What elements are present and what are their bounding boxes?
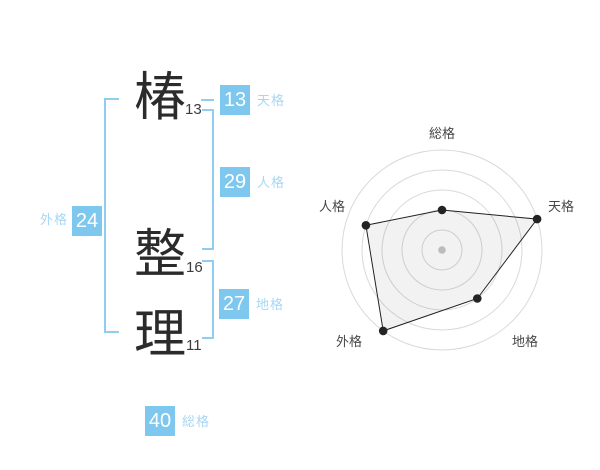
tenkaku-value-box: 13 [220,85,250,115]
gaikaku-label: 外格 [40,212,69,227]
soukaku-label: 総格 [182,414,211,429]
radar-point [361,221,371,230]
radar-axis-label: 人格 [319,199,345,214]
chikaku-label: 地格 [256,297,285,312]
radar-axis-label: 地格 [512,334,538,349]
gaikaku-value-box: 24 [72,206,102,236]
radar-point [473,294,482,303]
radar-ring [341,149,543,351]
radar-point [437,205,447,215]
kanji-character-3: 理 [134,306,187,364]
radar-point [378,326,388,336]
radar-ring [421,229,463,271]
stroke-count-3: 11 [186,337,202,354]
soukaku-value-box: 40 [145,406,175,436]
tenkaku-connector [201,99,214,101]
jinkaku-label: 人格 [257,175,286,190]
radar-polygon [365,209,539,332]
jinkaku-value-box: 29 [220,167,250,197]
jinkaku-bracket [202,109,214,250]
radar-ring [361,169,523,331]
chikaku-bracket [202,260,214,339]
radar-axis-label: 総格 [429,126,455,141]
radar-axis-label: 天格 [548,199,574,214]
stroke-count-2: 16 [186,259,203,276]
radar-ring [381,189,503,311]
tenkaku-label: 天格 [257,93,286,108]
gaikaku-bracket [104,98,119,333]
chikaku-value-box: 27 [219,289,249,319]
radar-center-dot [438,246,446,254]
radar-point [532,214,542,224]
radar-axis-label: 外格 [336,334,362,349]
kanji-character-1: 椿 [134,69,187,127]
kanji-character-2: 整 [134,226,187,284]
stroke-count-1: 13 [185,101,202,118]
